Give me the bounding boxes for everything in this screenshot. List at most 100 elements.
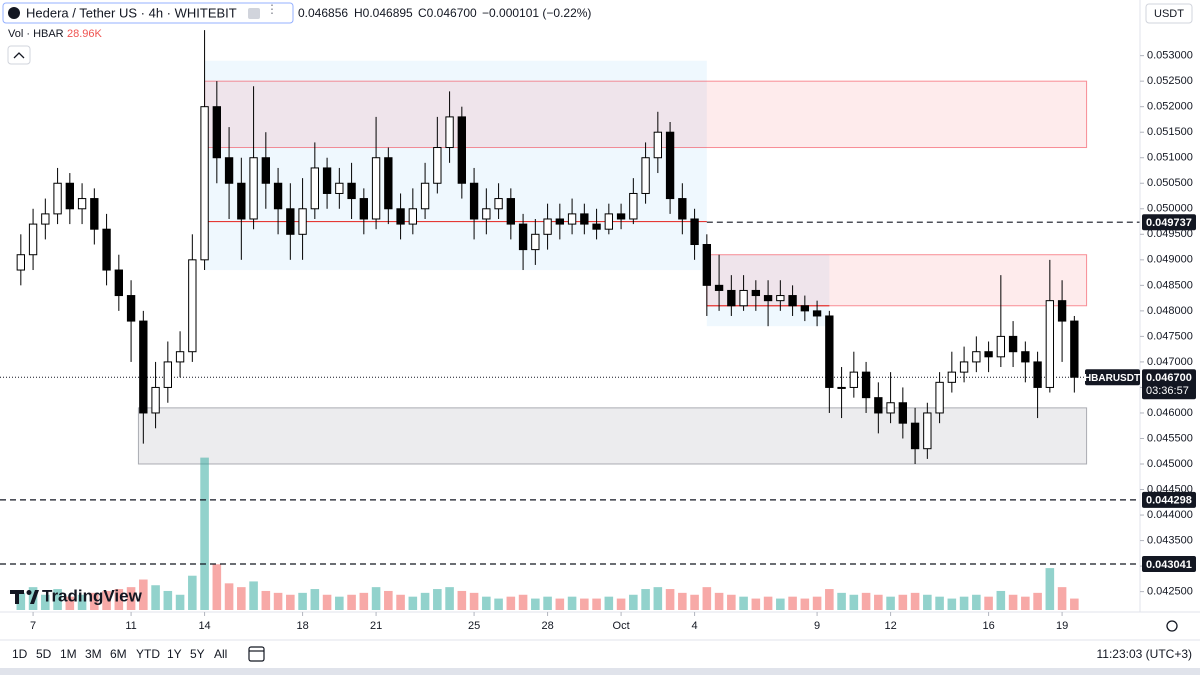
candle-body [1033,361,1042,388]
volume-bar [457,590,467,610]
x-tick-label: 28 [541,620,553,632]
volume-bar [273,592,283,610]
volume-bar [763,596,773,610]
candle-body [77,198,87,210]
volume-bar [849,594,859,610]
logo-mark [10,590,24,604]
y-tick-label: 0.047500 [1147,330,1193,342]
candle-body [1008,335,1018,353]
volume-bar [359,592,369,610]
volume-bar [776,598,785,610]
volume-bar [543,596,552,610]
candle-body [531,233,540,251]
time-axis: 7 11 14 18 21 25 28 Oct 4 9 12 16 19 [30,612,1068,632]
volume-bar [518,594,528,610]
volume-bar [310,589,320,610]
candle-body [126,295,136,322]
logo-mark [30,590,39,604]
volume-bar [1033,592,1042,610]
candle-body [322,167,332,194]
candle-body [886,402,895,414]
volume-bar [420,592,430,610]
candle-body [567,213,577,225]
x-tick-label: 4 [692,620,698,632]
range-button[interactable]: 1M [60,647,77,661]
volume-bar [77,594,87,610]
volume-bar [90,592,99,610]
ohlc-close: C0.046700 [418,6,477,20]
candle-body [188,259,197,353]
candle-body [457,116,467,184]
volume-bar [335,596,344,610]
volume-bar [861,592,871,610]
plot-area [0,30,1140,610]
x-tick-label: 21 [370,620,382,632]
x-tick-label: 14 [198,620,210,632]
candle-body [494,198,503,210]
volume-bar [1057,587,1067,610]
collapse-button[interactable] [7,45,31,65]
candle-body [445,116,454,149]
zone [204,80,1088,149]
calendar-icon[interactable] [248,646,265,662]
volume-value: 28.96K [67,28,103,40]
symbol[interactable]: Hedera / Tether US · 4h · WHITEBIT [26,5,237,20]
volume-bar [874,594,883,610]
volume-bar [445,587,454,610]
volume-bar [53,589,62,610]
candle-body [592,223,601,230]
volume-bar [653,587,663,610]
candle-body [347,182,356,200]
volume-bar [494,598,503,610]
volume-bar [555,598,565,610]
x-tick-label: 16 [982,620,994,632]
volume-bar [139,579,148,610]
candle-body [665,131,675,200]
volume-bar [665,589,675,610]
candle-body [972,351,981,363]
logo-mark [26,590,32,595]
currency-button[interactable] [1145,3,1193,24]
volume-bar [629,594,638,610]
volume-bar [384,590,393,610]
volume-bar [739,596,748,610]
y-tick-label: 0.049000 [1147,254,1193,266]
last-price-bg [1142,369,1196,400]
candle-body [837,386,846,389]
flag-icon[interactable] [248,8,260,19]
range-button[interactable]: 1Y [167,647,182,661]
candle-body [41,213,50,225]
candle-body [469,182,479,220]
x-tick-label: 11 [125,620,136,632]
candle-body [690,218,699,246]
candle-body [396,208,405,225]
volume-bar [935,596,944,610]
volume-bar [261,590,271,610]
candle-body [641,157,650,194]
settings-icon[interactable] [1166,620,1178,632]
range-button[interactable]: 5Y [190,647,205,661]
x-tick-label: 25 [468,620,480,632]
currency[interactable]: USDT [1154,8,1184,20]
volume-bar [286,594,295,610]
range-button[interactable]: YTD [136,647,160,661]
candle-body [90,198,99,230]
more-dots[interactable]: ⋮ [266,2,278,16]
candle-body [861,371,871,399]
volume-bar [347,594,356,610]
range-button[interactable]: 6M [110,647,127,661]
candle-body [604,213,614,230]
volume-bar [65,596,75,610]
volume-label: Vol · HBAR [8,28,64,40]
level-label: 0.049737 [1146,217,1192,229]
range-button[interactable]: All [214,647,227,661]
y-tick-label: 0.045500 [1147,432,1193,444]
x-tick-label: 19 [1056,620,1068,632]
logo: TradingView [10,586,143,605]
range-button[interactable]: 5D [36,647,52,661]
candle-body [849,371,859,388]
range-button[interactable]: 1D [12,647,28,661]
range-button[interactable]: 3M [85,647,102,661]
candle-body [739,289,748,307]
symbol-box[interactable] [2,2,294,24]
